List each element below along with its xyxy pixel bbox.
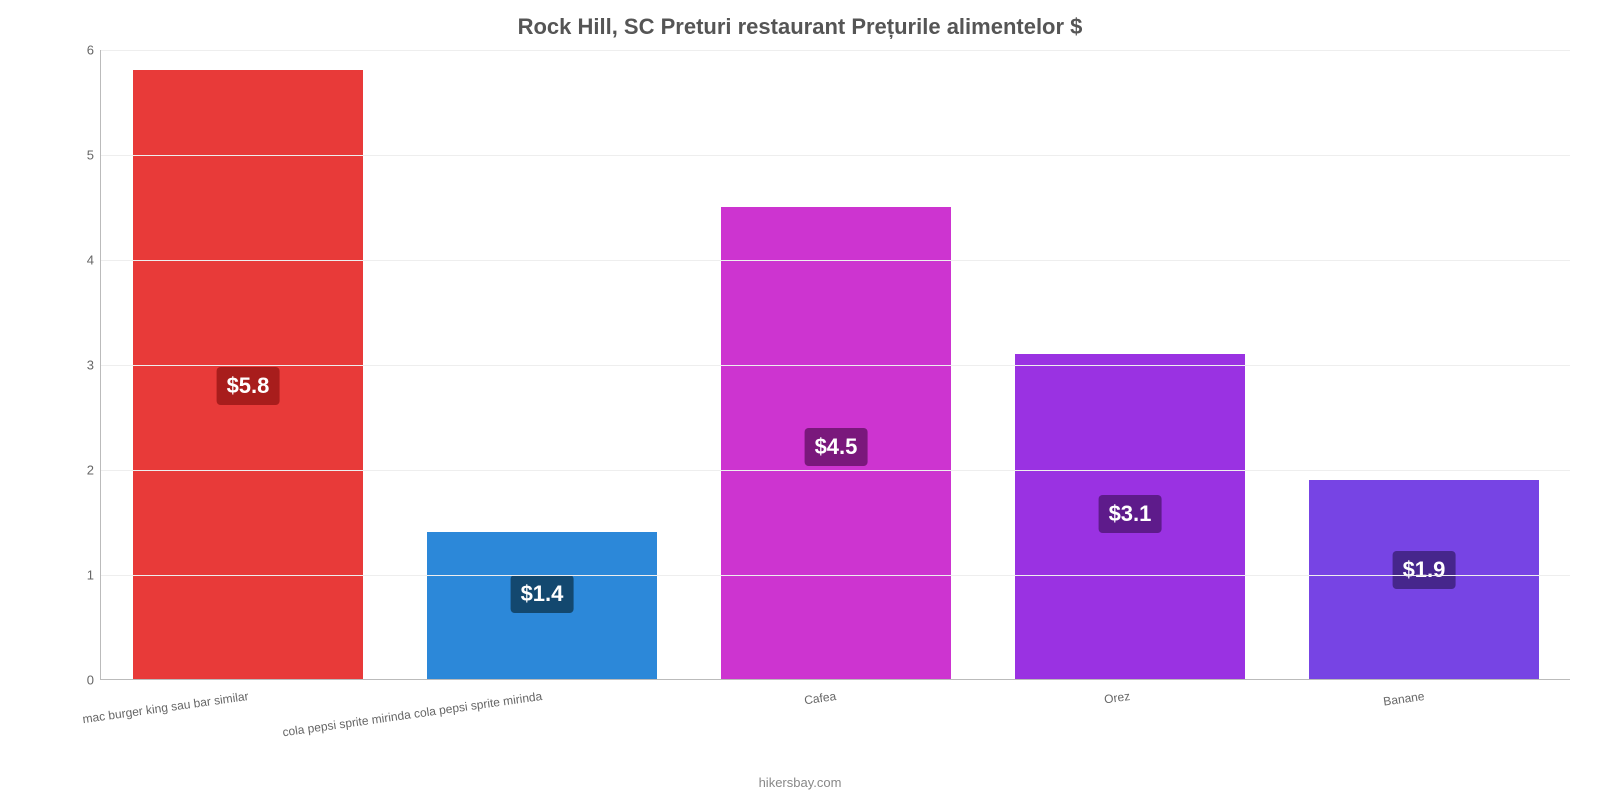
bar-value-label: $5.8 — [217, 367, 280, 405]
chart-title: Rock Hill, SC Preturi restaurant Prețuri… — [0, 0, 1600, 40]
y-tick-label: 1 — [87, 568, 94, 583]
y-axis: 0123456 — [70, 50, 100, 680]
y-tick-label: 0 — [87, 673, 94, 688]
bar-value-label: $4.5 — [805, 428, 868, 466]
x-tick-label: cola pepsi sprite mirinda cola pepsi spr… — [281, 689, 543, 739]
gridline — [101, 155, 1570, 156]
gridline — [101, 365, 1570, 366]
bar-value-label: $1.9 — [1393, 551, 1456, 589]
x-axis: mac burger king sau bar similarcola peps… — [100, 685, 1570, 745]
bar: $1.4 — [427, 532, 656, 679]
plot-area: $5.8 $1.4 $4.5 $3.1 $1.9 — [100, 50, 1570, 680]
x-tick-label: Banane — [1382, 689, 1425, 709]
bar: $1.9 — [1309, 480, 1538, 680]
chart-wrapper: 0123456 $5.8$1.4$4.5$3.1$1.9 mac burger … — [70, 50, 1570, 710]
gridline — [101, 260, 1570, 261]
chart-source: hikersbay.com — [0, 775, 1600, 790]
bar: $4.5 — [721, 207, 950, 680]
y-tick-label: 3 — [87, 358, 94, 373]
bar-value-label: $1.4 — [511, 575, 574, 613]
x-tick-label: Orez — [1103, 689, 1131, 706]
y-tick-label: 6 — [87, 43, 94, 58]
y-tick-label: 4 — [87, 253, 94, 268]
x-tick-label: mac burger king sau bar similar — [81, 689, 249, 726]
y-tick-label: 2 — [87, 463, 94, 478]
y-tick-label: 5 — [87, 148, 94, 163]
gridline — [101, 470, 1570, 471]
bar-value-label: $3.1 — [1099, 495, 1162, 533]
bar: $5.8 — [133, 70, 362, 679]
bar: $3.1 — [1015, 354, 1244, 680]
gridline — [101, 575, 1570, 576]
gridline — [101, 50, 1570, 51]
x-tick-label: Cafea — [803, 689, 837, 707]
